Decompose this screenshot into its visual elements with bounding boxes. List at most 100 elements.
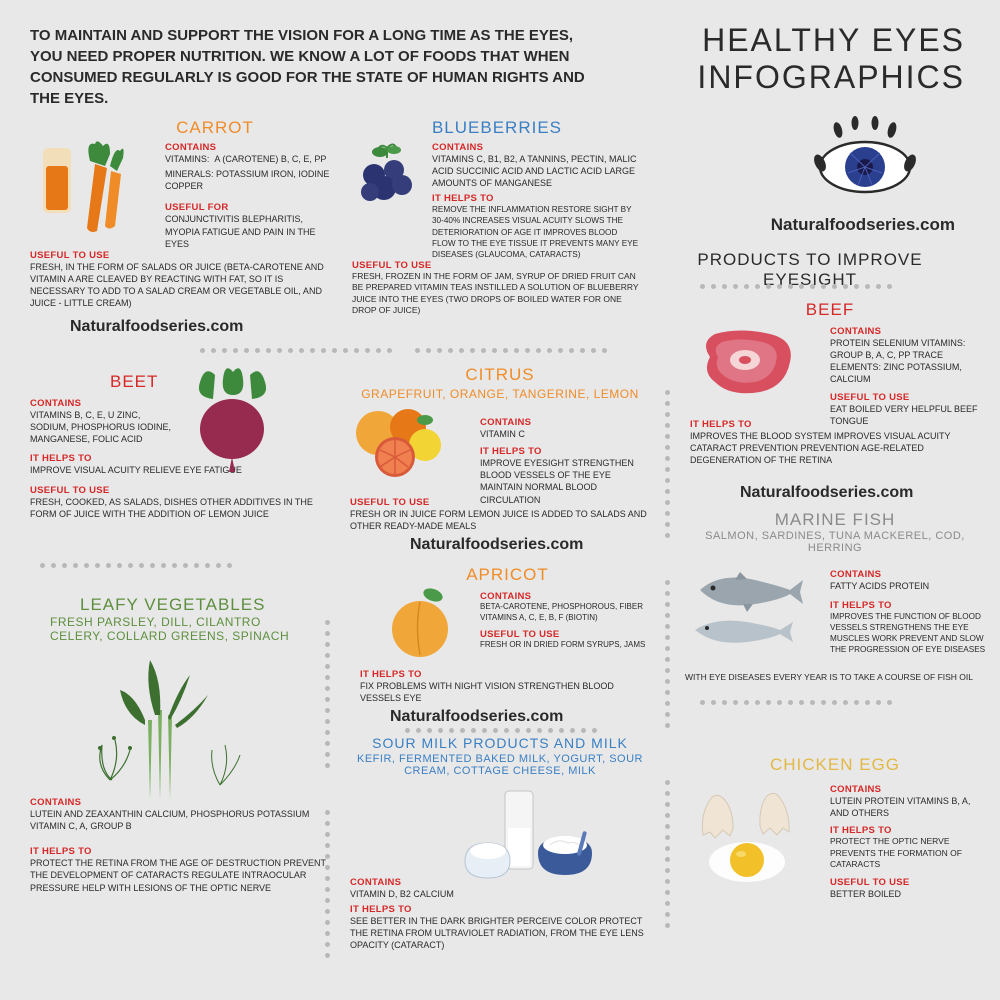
carrot-section: CARROT CONTAINS VITAMINS: A (CAROTENE) B… [30,118,340,138]
label: IT HELPS TO [830,600,990,611]
brand: Naturalfoodseries.com [410,536,583,554]
txt: MINERALS: [165,169,214,179]
eye-logo-icon [800,115,930,205]
dots [415,348,607,353]
apricot-title: APRICOT [360,565,655,585]
citrus-title: CITRUS [350,365,650,385]
txt: FRESH OR IN JUICE FORM LEMON JUICE IS AD… [350,508,650,532]
txt: FIX PROBLEMS WITH NIGHT VISION STRENGTHE… [360,680,655,704]
txt: VITAMINS B, C, E, U ZINC, SODIUM, PHOSPH… [30,409,180,445]
citrus-section: CITRUS GRAPEFRUIT, ORANGE, TANGERINE, LE… [350,365,650,401]
label: USEFUL TO USE [30,485,330,496]
blueberries-title: BLUEBERRIES [352,118,642,138]
txt: FRESH, IN THE FORM OF SALADS OR JUICE (B… [30,261,340,310]
label: USEFUL FOR [165,202,340,213]
leafy-section: LEAFY VEGETABLES FRESH PARSLEY, DILL, CI… [30,595,330,643]
carrot-icon [35,136,130,236]
label: IT HELPS TO [690,419,980,430]
citrus-sub: GRAPEFRUIT, ORANGE, TANGERINE, LEMON [350,387,650,401]
label: USEFUL TO USE [350,497,650,508]
label: USEFUL TO USE [480,629,655,640]
label: IT HELPS TO [350,904,660,915]
label: CONTAINS [480,591,655,602]
egg-title: CHICKEN EGG [680,755,990,775]
beef-section: BEEF CONTAINS PROTEIN SELENIUM VITAMINS:… [700,300,990,320]
label: CONTAINS [480,417,650,428]
txt: WITH EYE DISEASES EVERY YEAR IS TO TAKE … [685,672,985,683]
citrus-icon [350,405,450,485]
dots-v [325,810,330,958]
txt: BETTER BOILED [830,888,990,900]
label: USEFUL TO USE [352,260,642,271]
label: IT HELPS TO [480,446,650,457]
txt: FATTY ACIDS PROTEIN [830,580,990,592]
txt: IMPROVES THE BLOOD SYSTEM IMPROVES VISUA… [690,430,980,466]
label: CONTAINS [30,797,330,808]
txt: BETA-CAROTENE, PHOSPHOROUS, FIBER VITAMI… [480,602,655,624]
txt: VITAMIN C [480,428,650,440]
label: USEFUL TO USE [830,392,990,403]
beef-icon [690,322,805,407]
txt: A (CAROTENE) B, C, E, PP [214,154,326,164]
dots [700,700,892,705]
brand: Naturalfoodseries.com [70,318,243,336]
txt: IMPROVE VISUAL ACUITY RELIEVE EYE FATIGU… [30,464,330,476]
txt: REMOVE THE INFLAMMATION RESTORE SIGHT BY… [432,204,642,259]
label: IT HELPS TO [432,193,642,204]
label: CONTAINS [30,398,330,409]
brand-top: Naturalfoodseries.com [771,215,955,235]
dots [40,563,232,568]
leafy-sub: FRESH PARSLEY, DILL, CILANTRO CELERY, CO… [50,615,310,643]
txt: PROTECT THE RETINA FROM THE AGE OF DESTR… [30,857,330,893]
txt: LUTEIN PROTEIN VITAMINS B, A, AND OTHERS [830,795,990,819]
label: USEFUL TO USE [30,250,340,261]
label: CONTAINS [350,877,660,888]
label: CONTAINS [432,142,642,153]
dots-v [325,620,330,768]
txt: FRESH OR IN DRIED FORM SYRUPS, JAMS [480,640,655,651]
txt: FRESH, COOKED, AS SALADS, DISHES OTHER A… [30,496,330,520]
leafy-title: LEAFY VEGETABLES [80,595,330,615]
txt: VITAMINS C, B1, B2, A TANNINS, PECTIN, M… [432,153,642,189]
beet-icon [185,367,280,477]
apricot-icon [385,587,455,662]
brand: Naturalfoodseries.com [390,708,563,726]
txt: LUTEIN AND ZEAXANTHIN CALCIUM, PHOSPHORU… [30,808,330,832]
txt: PROTEIN SELENIUM VITAMINS: GROUP B, A, C… [830,337,990,386]
apricot-section: APRICOT CONTAINS BETA-CAROTENE, PHOSPHOR… [360,565,655,585]
txt: VITAMIN D, B2 CALCIUM [350,888,660,900]
dots-v [665,580,670,728]
fish-sub: SALMON, SARDINES, TUNA MACKEREL, COD, HE… [680,530,990,554]
fish-section: MARINE FISH SALMON, SARDINES, TUNA MACKE… [700,510,990,554]
label: CONTAINS [830,326,990,337]
dots [405,728,597,733]
txt: CONJUNCTIVITIS BLEPHARITIS, MYOPIA FATIG… [165,213,340,249]
beet-section: BEET CONTAINS VITAMINS B, C, E, U ZINC, … [30,372,330,520]
intro-text: TO MAINTAIN AND SUPPORT THE VISION FOR A… [30,25,590,109]
blueberries-section: BLUEBERRIES CONTAINS VITAMINS C, B1, B2,… [352,118,642,138]
egg-icon [685,780,815,895]
label: IT HELPS TO [30,846,330,857]
label: IT HELPS TO [830,825,990,836]
txt: SEE BETTER IN THE DARK BRIGHTER PERCEIVE… [350,915,660,951]
label: IT HELPS TO [360,669,655,680]
label: IT HELPS TO [30,453,330,464]
txt: PROTECT THE OPTIC NERVE PREVENTS THE FOR… [830,836,990,870]
fish-title: MARINE FISH [680,510,990,530]
label: CONTAINS [830,784,990,795]
txt: IMPROVES THE FUNCTION OF BLOOD VESSELS S… [830,611,990,655]
txt: FRESH, FROZEN IN THE FORM OF JAM, SYRUP … [352,271,642,317]
txt: VITAMINS: [165,154,209,164]
egg-section: CHICKEN EGG CONTAINS LUTEIN PROTEIN VITA… [700,755,990,775]
leafy-icon [90,640,270,810]
label: CONTAINS [830,569,990,580]
milk-title: SOUR MILK PRODUCTS AND MILK [340,735,660,751]
brand: Naturalfoodseries.com [740,484,913,502]
dots-v [665,780,670,928]
milk-section: SOUR MILK PRODUCTS AND MILK KEFIR, FERME… [340,735,660,777]
dots [700,284,892,289]
blueberries-icon [352,140,422,210]
carrot-title: CARROT [90,118,340,138]
milk-sub: KEFIR, FERMENTED BAKED MILK, YOGURT, SOU… [340,753,660,777]
label: CONTAINS [165,142,340,153]
